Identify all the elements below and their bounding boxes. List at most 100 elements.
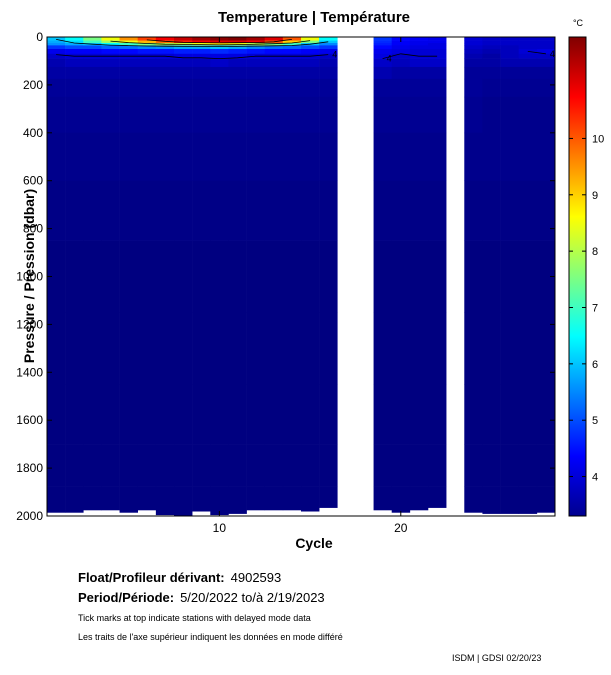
heatmap-cell	[264, 45, 284, 50]
y-tick-label: 1600	[16, 413, 43, 427]
heatmap-cell	[155, 384, 175, 445]
heatmap-cell	[391, 384, 411, 445]
heatmap-cell	[282, 78, 302, 98]
heatmap-cell	[409, 38, 429, 41]
heatmap-cell	[210, 45, 229, 50]
y-tick-label: 1400	[16, 365, 43, 379]
heatmap-cell	[482, 132, 501, 181]
heatmap-cell	[536, 444, 556, 487]
heatmap-cell	[65, 384, 84, 445]
heatmap-cell	[192, 96, 211, 134]
heatmap-cell	[319, 384, 338, 445]
heatmap-cell	[47, 240, 66, 313]
heatmap-cell	[373, 312, 393, 385]
heatmap-cell	[464, 48, 483, 55]
heatmap-cell	[228, 180, 247, 241]
heatmap-cell	[65, 58, 84, 68]
heatmap-cell	[83, 132, 102, 181]
heatmap-cell	[409, 40, 429, 44]
heatmap-cell	[137, 42, 157, 46]
heatmap-cell	[282, 180, 302, 241]
heatmap-cell	[47, 45, 66, 50]
heatmap-cell	[500, 444, 520, 487]
heatmap-cell	[83, 96, 102, 134]
heatmap-cell	[464, 384, 483, 445]
note-english: Tick marks at top indicate stations with…	[78, 613, 311, 623]
heatmap-cell	[536, 48, 556, 55]
heatmap-cell	[428, 38, 447, 41]
heatmap-cell	[373, 180, 393, 241]
heatmap-cell	[464, 38, 483, 41]
heatmap-cell	[428, 40, 447, 44]
heatmap-cell	[228, 96, 247, 134]
heatmap-cell	[282, 37, 302, 39]
colorbar-tick-label: 7	[592, 302, 598, 314]
contour-6c	[56, 39, 329, 48]
heatmap-cell	[500, 78, 520, 98]
heatmap-cell	[83, 78, 102, 98]
heatmap-cell	[409, 37, 429, 39]
heatmap-cell	[428, 96, 447, 134]
heatmap-cell	[319, 38, 338, 41]
heatmap-cell	[282, 48, 302, 55]
colorbar-tick-label: 9	[592, 190, 598, 202]
heatmap-cell	[155, 78, 175, 98]
heatmap-cell	[137, 66, 157, 80]
heatmap-cell	[282, 384, 302, 445]
heatmap-cell	[101, 42, 120, 46]
heatmap-cell	[210, 132, 229, 181]
heatmap-cell	[101, 240, 120, 313]
heatmap-cells	[47, 37, 556, 517]
y-tick-label: 600	[23, 174, 43, 188]
heatmap-cell	[65, 96, 84, 134]
heatmap-cell	[428, 180, 447, 241]
colorbar-tick-label: 4	[592, 472, 598, 484]
heatmap-cell	[174, 240, 193, 313]
heatmap-cell	[409, 78, 429, 98]
heatmap-cell	[428, 37, 447, 39]
heatmap-cell	[391, 486, 411, 513]
heatmap-cell	[518, 40, 538, 44]
heatmap-cell	[174, 96, 193, 134]
heatmap-cell	[228, 58, 247, 68]
heatmap-cell	[319, 58, 338, 68]
heatmap-cell	[264, 37, 284, 39]
heatmap-cell	[246, 240, 266, 313]
heatmap-cell	[518, 78, 538, 98]
heatmap-cell	[373, 132, 393, 181]
heatmap-cell	[246, 38, 266, 41]
heatmap-cell	[301, 38, 320, 41]
heatmap-cell	[155, 132, 175, 181]
heatmap-cell	[155, 96, 175, 134]
heatmap-cell	[155, 40, 175, 44]
heatmap-cell	[319, 132, 338, 181]
heatmap-cell	[391, 53, 411, 59]
heatmap-cell	[500, 96, 520, 134]
heatmap-cell	[174, 180, 193, 241]
heatmap-cell	[47, 40, 66, 44]
heatmap-cell	[101, 132, 120, 181]
heatmap-cell	[101, 384, 120, 445]
heatmap-cell	[301, 96, 320, 134]
heatmap-cell	[155, 180, 175, 241]
heatmap-cell	[192, 53, 211, 59]
heatmap-cell	[264, 444, 284, 487]
heatmap-cell	[119, 444, 139, 487]
heatmap-cell	[409, 45, 429, 50]
heatmap-cell	[47, 37, 66, 39]
heatmap-cell	[536, 58, 556, 68]
heatmap-cell	[428, 132, 447, 181]
heatmap-cell	[500, 42, 520, 46]
heatmap-cell	[228, 66, 247, 80]
heatmap-cell	[174, 486, 193, 517]
contour-label: 4	[332, 50, 337, 60]
heatmap-cell	[301, 78, 320, 98]
y-tick-label: 800	[23, 222, 43, 236]
heatmap-cell	[264, 42, 284, 46]
heatmap-cell	[500, 53, 520, 59]
heatmap-cell	[174, 444, 193, 487]
heatmap-cell	[373, 38, 393, 41]
heatmap-cell	[192, 180, 211, 241]
heatmap-cell	[228, 132, 247, 181]
heatmap-cell	[391, 444, 411, 487]
